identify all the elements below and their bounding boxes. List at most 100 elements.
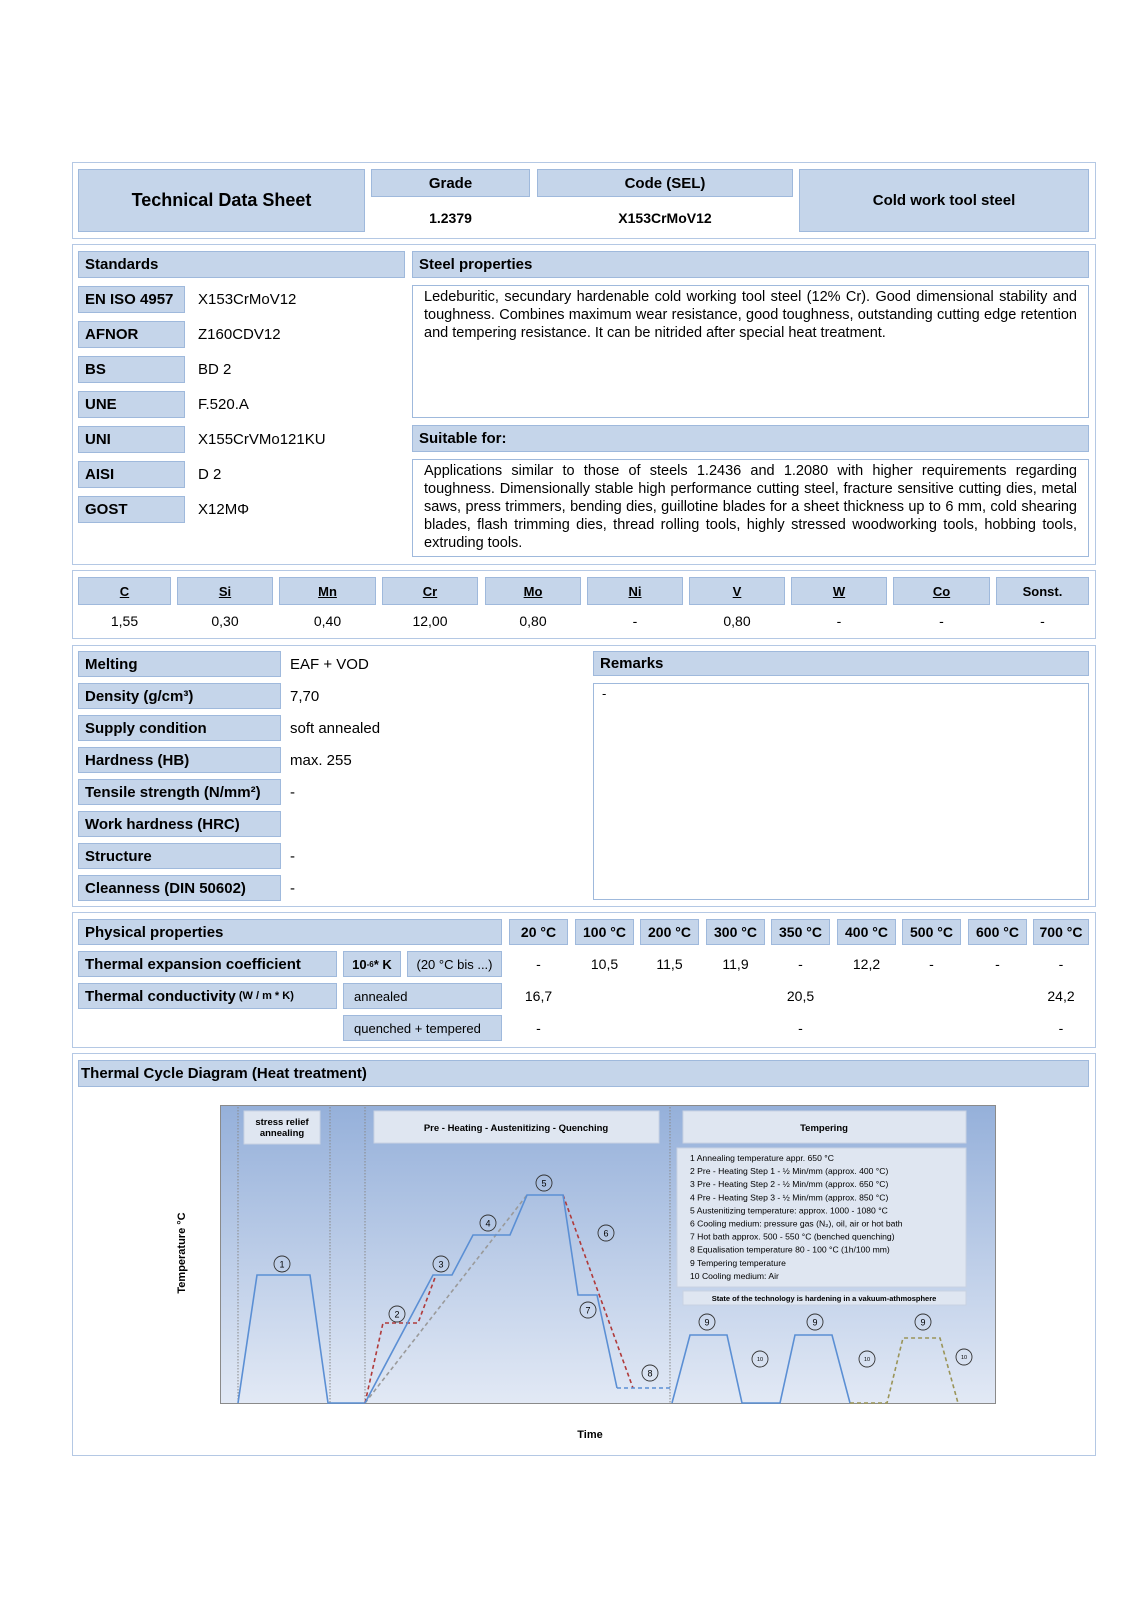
element-header: Co (893, 577, 990, 605)
step-marker: 10 (955, 1348, 973, 1366)
standard-value: X12MΦ (198, 501, 250, 518)
marker-number: 3 (438, 1260, 443, 1270)
standard-value: D 2 (198, 466, 222, 483)
property-value: soft annealed (290, 719, 381, 737)
temperature-header: 600 °C (968, 919, 1027, 945)
conductivity-annealed-value (637, 983, 702, 1009)
element-value: 12,00 (412, 613, 448, 629)
conductivity-qt-value (637, 1015, 702, 1041)
property-label: Tensile strength (N/mm²) (78, 779, 281, 805)
marker-circle (597, 1224, 615, 1242)
property-value: EAF + VOD (290, 655, 369, 673)
element-value: 0,80 (723, 613, 751, 629)
element-header: C (78, 577, 171, 605)
property-value: - (290, 879, 295, 897)
alternative-cooling-curve (562, 1194, 634, 1389)
thermal-cycle-diagram: stress relief annealing Pre - Heating - … (220, 1105, 996, 1404)
y-axis-label: Temperature °C (176, 1212, 188, 1294)
legend-item: 1 Annealing temperature appr. 650 °C (690, 1153, 834, 1163)
element-value: - (836, 613, 842, 629)
legend-item: 6 Cooling medium: pressure gas (N₂), oil… (690, 1219, 903, 1229)
conductivity-annealed-value: 24,2 (1047, 988, 1075, 1004)
standard-value: X153CrMoV12 (198, 291, 297, 308)
marker-circle (806, 1313, 824, 1331)
physical-section (72, 912, 1096, 1048)
marker-number: 10 (864, 1357, 870, 1363)
element-value: 0,40 (313, 613, 342, 629)
legend-item: 8 Equalisation temperature 80 - 100 °C (… (690, 1245, 890, 1255)
unit-exponent: -6 (366, 959, 374, 969)
expansion-value: - (1058, 956, 1064, 972)
conductivity-annealed-value (703, 983, 768, 1009)
conductivity-annealed-value (572, 983, 637, 1009)
element-value: 1,55 (110, 613, 139, 629)
phase1-line1: stress relief (255, 1117, 309, 1128)
hardening-curve (364, 1194, 618, 1404)
composition-section (72, 570, 1096, 639)
grade-value: 1.2379 (429, 209, 472, 226)
marker-circle (432, 1255, 450, 1273)
legend-item: 10 Cooling medium: Air (690, 1271, 779, 1281)
element-header: Mn (279, 577, 376, 605)
element-value: 0,80 (519, 613, 547, 629)
temperature-header: 350 °C (771, 919, 830, 945)
conductivity-qt-value (834, 1015, 899, 1041)
element-header: V (689, 577, 785, 605)
conductivity-qt-value (703, 1015, 768, 1041)
marker-number: 10 (961, 1355, 967, 1361)
step-marker: 2 (388, 1305, 406, 1323)
marker-number: 9 (812, 1318, 817, 1328)
element-header: W (791, 577, 887, 605)
state-box (682, 1290, 967, 1306)
expansion-label: Thermal expansion coefficient (78, 951, 337, 977)
legend-item: 4 Pre - Heating Step 3 - ½ Min/mm (appro… (690, 1192, 888, 1202)
conductivity-annealed-value: 16,7 (524, 988, 553, 1004)
temperature-header: 200 °C (640, 919, 699, 945)
step-markers: 1 2 3 4 5 6 7 8 9 9 9 10 10 10 (273, 1174, 973, 1382)
marker-number: 2 (394, 1310, 399, 1320)
annealed-label: annealed (343, 983, 502, 1009)
marker-circle (914, 1313, 932, 1331)
conductivity-qt-value (965, 1015, 1030, 1041)
expansion-value: - (995, 956, 1000, 972)
standards-section (72, 244, 1096, 565)
marker-circle (698, 1313, 716, 1331)
expansion-value: 10,5 (590, 956, 619, 972)
element-header: Cr (382, 577, 478, 605)
property-value: 7,70 (290, 687, 320, 705)
marker-number: 8 (647, 1369, 652, 1379)
conductivity-qt-value: - (798, 1020, 803, 1036)
steel-category: Cold work tool steel (799, 169, 1089, 232)
standard-value: Z160CDV12 (198, 326, 281, 343)
marker-number: 1 (279, 1260, 284, 1270)
temperature-header: 400 °C (837, 919, 896, 945)
step-marker: 6 (597, 1224, 615, 1242)
header-section (72, 162, 1096, 239)
marker-number: 4 (485, 1219, 490, 1229)
remarks-text: - (593, 683, 1089, 900)
legend-box (676, 1147, 967, 1288)
marker-circle (858, 1350, 876, 1368)
marker-circle (273, 1255, 291, 1273)
temperature-header: 100 °C (575, 919, 634, 945)
element-value: - (939, 613, 944, 629)
tempering-curve (671, 1334, 851, 1404)
steel-properties-title: Steel properties (412, 251, 1089, 278)
legend: 1 Annealing temperature appr. 650 °C 2 Pr… (690, 1153, 903, 1281)
marker-number: 9 (920, 1318, 925, 1328)
step-marker: 7 (579, 1301, 597, 1319)
element-header: Sonst. (996, 577, 1089, 605)
remarks-title: Remarks (593, 651, 1089, 676)
standard-value: F.520.A (198, 396, 249, 413)
marker-circle (955, 1348, 973, 1366)
phase3-box (682, 1110, 967, 1144)
phase2-box (373, 1110, 660, 1144)
phase1-box (243, 1110, 321, 1145)
temperature-header: 500 °C (902, 919, 961, 945)
annealing-curve (237, 1274, 365, 1404)
unit-base: 10 (352, 956, 367, 972)
legend-item: 5 Austenitizing temperature: approx. 100… (690, 1205, 888, 1215)
standard-label: EN ISO 4957 (78, 286, 185, 313)
standard-value: BD 2 (198, 361, 232, 378)
marker-number: 10 (757, 1357, 763, 1363)
